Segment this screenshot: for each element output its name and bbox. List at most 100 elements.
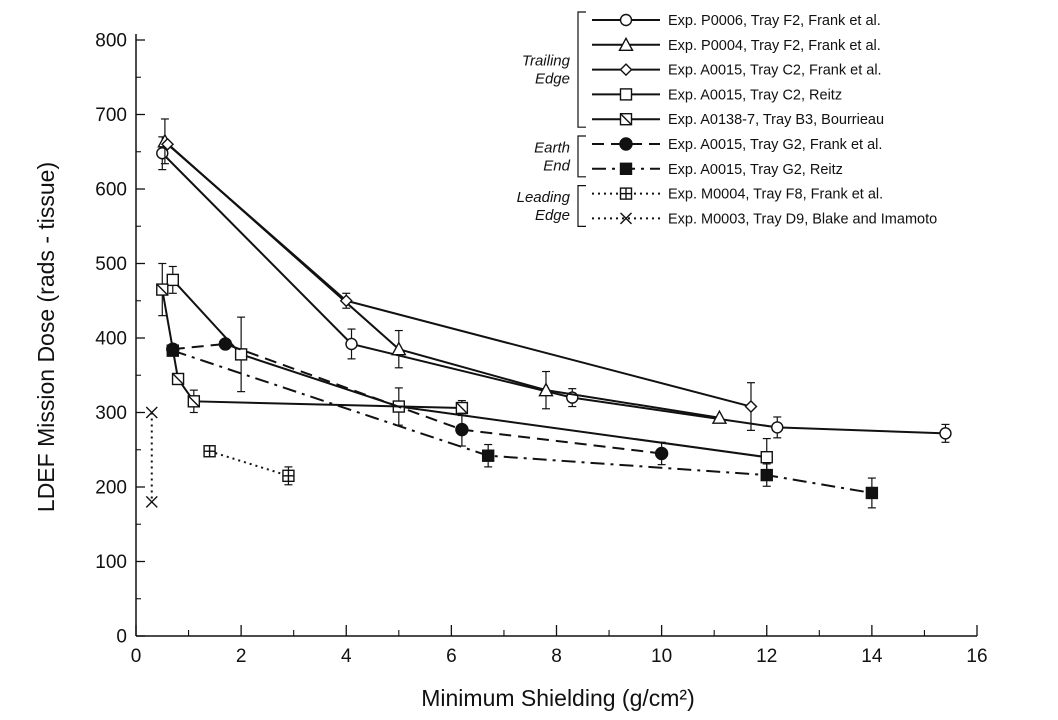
marker-point [282,469,295,483]
marker-point [618,36,634,51]
legend-label: Exp. A0138-7, Tray B3, Bourrieau [668,112,884,128]
marker-stroke [145,406,158,419]
x-axis-title: Minimum Shielding (g/cm²) [421,685,695,711]
y-tick-label: 100 [95,552,127,573]
legend-label: Exp. P0004, Tray F2, Frank et al. [668,38,881,54]
legend-bracket [577,185,586,227]
series-line [172,279,767,459]
marker-slash [620,113,632,126]
marker-point [711,409,728,424]
series-7 [166,344,879,509]
x-tick-label: 8 [551,646,562,667]
legend-item-3: Exp. A0015, Tray C2, Frank et al. [592,63,882,79]
series-5 [156,262,469,417]
series-line [166,143,752,408]
x-tick-label: 6 [446,646,457,667]
legend-group-label: End [543,157,570,174]
series-9 [145,406,158,508]
marker-point [771,421,784,434]
marker-point [760,468,773,482]
marker-point [145,495,158,508]
marker-point [619,63,633,77]
y-tick-label: 200 [95,478,127,499]
marker-point [166,344,179,357]
y-tick-label: 400 [95,329,127,350]
marker-point [620,212,632,225]
marker-point [619,112,633,126]
legend-label: Exp. M0003, Tray D9, Blake and Imamoto [668,211,937,227]
legend-label: Exp. A0015, Tray G2, Reitz [668,162,843,178]
series-layer [145,118,952,509]
series-8 [203,445,295,486]
x-tick-label: 16 [966,646,987,667]
series-line [172,349,873,494]
series-line [209,450,289,477]
marker-point [865,486,879,500]
legend-label: Exp. A0015, Tray C2, Frank et al. [668,63,882,79]
marker-point [234,348,248,361]
x-tick-label: 2 [236,646,247,667]
marker-slash [172,372,185,385]
legend-item-9: Exp. M0003, Tray D9, Blake and Imamoto [592,211,937,227]
axes: 0 100 200 300 400 500 600 700 800 0 2 4 6 8 10 12 14 16 [95,31,987,668]
marker-point [939,427,952,440]
legend-item-5: Exp. A0138-7, Tray B3, Bourrieau [592,112,884,128]
legend-label: Exp. M0004, Tray F8, Frank et al. [668,187,883,203]
x-tick-label: 10 [651,646,672,667]
marker-point [391,341,407,356]
y-tick-label: 800 [95,31,127,52]
legend-item-7: Exp. A0015, Tray G2, Reitz [592,162,843,178]
marker-point [161,137,175,151]
legend-label: Exp. A0015, Tray G2, Frank et al. [668,137,882,153]
marker-point [339,294,353,308]
series-1 [156,136,952,443]
marker-point [166,273,179,287]
legend-group-label: Edge [535,207,570,224]
series-3 [161,137,758,431]
marker-point [619,13,633,27]
legend-group-label: Edge [535,71,570,88]
y-axis-title: LDEF Mission Dose (rads - tissue) [33,162,59,512]
marker-point [455,422,469,437]
marker-stroke [620,212,632,225]
marker-point [619,187,633,200]
y-tick-label: 300 [95,403,127,424]
legend-item-6: Exp. A0015, Tray G2, Frank et al. [592,137,882,153]
x-tick-label: 12 [756,646,777,667]
legend-item-8: Exp. M0004, Tray F8, Frank et al. [592,187,883,203]
marker-slash [156,283,169,296]
marker-point [345,337,358,351]
y-tick-label: 700 [95,105,127,126]
legend: Exp. P0006, Tray F2, Frank et al. Exp. P0… [517,11,937,227]
y-tick-label: 600 [95,180,127,201]
legend-group-label: Trailing [522,53,571,70]
marker-point [203,445,216,458]
marker-point [619,88,633,101]
marker-point [171,372,185,386]
x-tick-label: 14 [861,646,883,667]
y-tick-label: 500 [95,254,127,275]
marker-point [145,406,158,419]
x-tick-label: 0 [131,646,142,667]
marker-slash [455,402,468,415]
marker-point [619,162,633,176]
marker-point [156,283,169,296]
marker-point [455,401,469,415]
series-line [161,289,462,410]
legend-bracket [577,11,586,128]
marker-point [481,449,495,462]
marker-point [218,337,233,351]
legend-group-label: Leading [517,189,571,206]
y-tick-label: 0 [116,627,127,648]
legend-group-label: Earth [534,139,570,156]
legend-label: Exp. A0015, Tray C2, Reitz [668,87,842,103]
legend-label: Exp. P0006, Tray F2, Frank et al. [668,13,881,29]
legend-item-1: Exp. P0006, Tray F2, Frank et al. [592,13,881,29]
marker-point [187,395,201,408]
legend-item-4: Exp. A0015, Tray C2, Reitz [592,87,842,103]
legend-item-2: Exp. P0004, Tray F2, Frank et al. [592,36,881,54]
